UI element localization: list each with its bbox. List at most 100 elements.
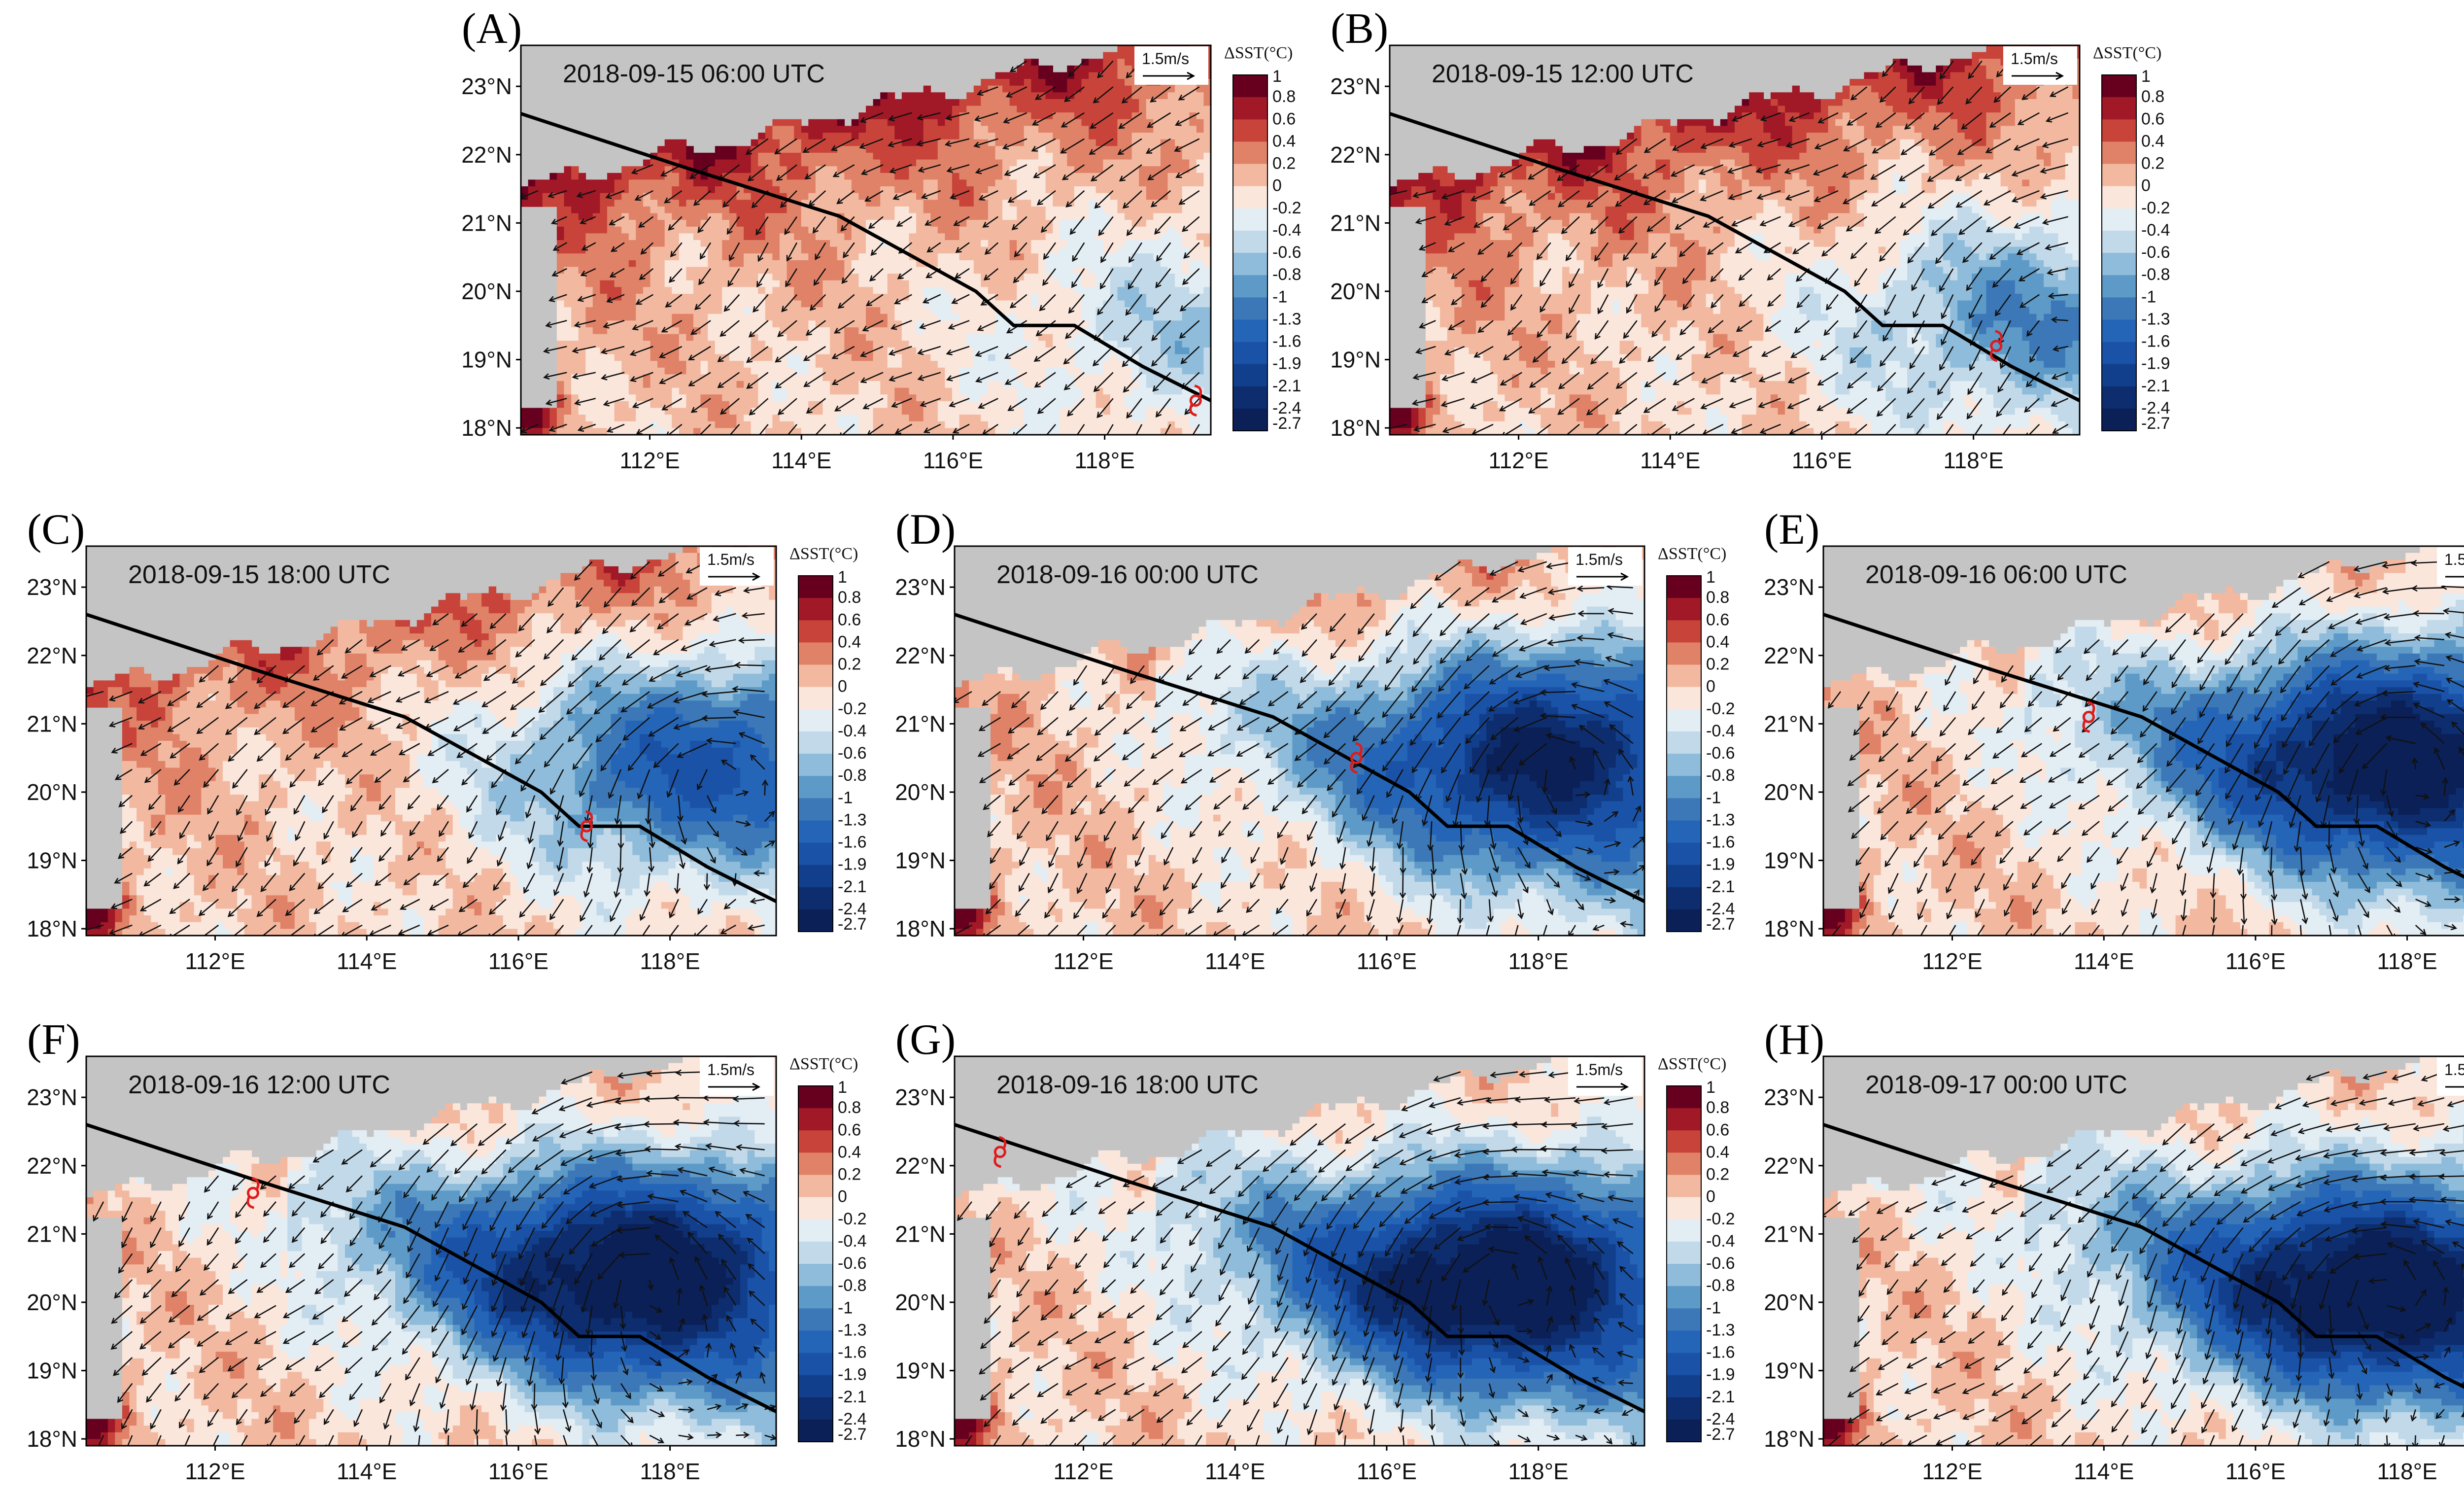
colorbar-swatch [1667, 842, 1701, 866]
colorbar-swatch [798, 1419, 833, 1442]
colorbar-tick-label: 0.2 [838, 655, 861, 674]
map-frame [1389, 44, 2081, 436]
colorbar-tick-label: 0.8 [1706, 1098, 1729, 1117]
lon-tick-label: 116°E [2225, 948, 2286, 974]
colorbar-swatch [798, 865, 833, 888]
panel-h: 2018-09-17 00:00 UTC 1.5m/s 112°E 114°E 116°… [1764, 1016, 2464, 1484]
colorbar-swatch [1667, 1308, 1701, 1331]
colorbar-swatch [1667, 1108, 1701, 1131]
typhoon-track [86, 613, 776, 903]
colorbar-swatch [798, 1353, 833, 1376]
colorbar-tick-label: 0.6 [1272, 109, 1296, 128]
colorbar-swatch [1667, 1175, 1701, 1198]
lat-tick-label: 22°N [27, 643, 77, 668]
colorbar-swatch [1233, 297, 1267, 320]
colorbar-tick-label: -0.4 [1272, 221, 1301, 240]
panel-b: 2018-09-15 12:00 UTC 1.5m/s 112°E 114°E 116°… [1330, 5, 2170, 473]
lon-tick-label: 116°E [488, 1459, 548, 1484]
colorbar-swatch [798, 687, 833, 710]
panel-timestamp: 2018-09-16 18:00 UTC [996, 1071, 1259, 1099]
colorbar-swatch [798, 887, 833, 910]
colorbar-tick-label: 1 [838, 1078, 847, 1097]
reference-vector: 1.5m/s [2437, 547, 2464, 586]
lat-tick-label: 22°N [1330, 142, 1381, 168]
colorbar-tick-label: 0.6 [2141, 109, 2164, 128]
colorbar-swatch [798, 798, 833, 821]
colorbar-tick-label: -2.1 [838, 1388, 867, 1406]
colorbar-swatch [1667, 798, 1701, 821]
colorbar-tick-label: 0.4 [1706, 1143, 1729, 1161]
current-vectors [1823, 1071, 2464, 1446]
reference-vector-label: 1.5m/s [1575, 1061, 1623, 1079]
panel-g: 2018-09-16 18:00 UTC 1.5m/s 112°E 114°E 116°… [895, 1016, 1735, 1484]
colorbar-swatch [1233, 97, 1267, 120]
sst-field [1390, 45, 2080, 435]
lat-tick-label: 18°N [461, 415, 512, 441]
lon-tick-label: 116°E [923, 448, 983, 473]
lat-tick-label: 20°N [27, 1289, 77, 1315]
map-frame [954, 1055, 1645, 1447]
panel-timestamp: 2018-09-16 00:00 UTC [996, 560, 1259, 589]
colorbar-swatch [798, 1264, 833, 1287]
typhoon-track [1823, 1123, 2464, 1389]
colorbar-title: ΔSST(°C) [1658, 545, 1726, 563]
lat-tick-label: 20°N [1330, 279, 1381, 304]
colorbar: ΔSST(°C) 10.8 0.6 0.4 0.2 0 -0.2 -0.4 -0.6 -0.8 -1… [2093, 44, 2170, 433]
lon-tick-label: 112°E [185, 1459, 245, 1484]
colorbar-tick-label: 0.2 [838, 1165, 861, 1184]
colorbar-swatch [1667, 709, 1701, 732]
colorbar-swatch [1667, 1397, 1701, 1420]
colorbar-tick-label: 0.4 [838, 1143, 861, 1161]
colorbar-swatch [798, 1241, 833, 1264]
sst-field [521, 45, 1211, 435]
colorbar-tick-label: -0.8 [838, 1276, 867, 1295]
colorbar-swatch [1667, 1219, 1701, 1242]
colorbar-swatch [798, 709, 833, 732]
lon-tick-label: 114°E [2074, 948, 2134, 974]
sst-field [955, 546, 1644, 936]
colorbar-tick-label: -2.7 [1272, 414, 1301, 433]
reference-vector: 1.5m/s [700, 547, 774, 586]
lat-tick-label: 23°N [895, 574, 946, 600]
colorbar-tick-label: -1 [1706, 1298, 1721, 1317]
colorbar-swatch [798, 909, 833, 932]
map-frame [1822, 1055, 2464, 1447]
lon-tick-label: 118°E [1508, 1459, 1568, 1484]
colorbar-tick-label: -2.4 [1706, 1410, 1735, 1428]
colorbar-swatch [1667, 1086, 1701, 1109]
colorbar-tick-label: 0 [1272, 176, 1282, 195]
colorbar-tick-label: 0 [1706, 677, 1715, 696]
panel-d: 2018-09-16 00:00 UTC 1.5m/s 112°E 114°E 116°… [895, 506, 1735, 974]
map-frame [85, 545, 777, 937]
colorbar-swatch [1667, 1197, 1701, 1220]
colorbar-tick-label: 0.6 [838, 610, 861, 629]
colorbar-tick-label: 1 [2141, 67, 2151, 86]
colorbar-tick-label: 0.2 [1706, 1165, 1729, 1184]
colorbar-tick-label: -2.7 [838, 915, 867, 934]
typhoon-symbol-icon [2082, 701, 2095, 733]
lat-tick-label: 21°N [895, 1221, 946, 1247]
reference-vector-label: 1.5m/s [707, 1061, 754, 1079]
colorbar-tick-label: -0.6 [1272, 243, 1301, 262]
colorbar-tick-label: -1.9 [838, 1365, 867, 1384]
lon-tick-label: 118°E [1074, 448, 1134, 473]
colorbar-swatch [1667, 1353, 1701, 1376]
lat-tick-label: 19°N [1764, 848, 1814, 873]
colorbar-swatch [2102, 208, 2136, 231]
colorbar-tick-label: -1.3 [838, 1321, 867, 1339]
colorbar-swatch [1233, 253, 1267, 276]
colorbar: ΔSST(°C) 10.8 0.6 0.4 0.2 0 -0.2 -0.4 -0.6 -0.8 -1… [1658, 1055, 1735, 1444]
colorbar-tick-label: 1 [1272, 67, 1282, 86]
colorbar-swatch [2102, 164, 2136, 187]
lon-tick-label: 112°E [1053, 948, 1113, 974]
reference-vector: 1.5m/s [1568, 547, 1642, 586]
typhoon-symbol-icon [993, 1136, 1007, 1168]
colorbar-swatch [2102, 75, 2136, 98]
colorbar-swatch [2102, 141, 2136, 165]
panel-a: 2018-09-15 06:00 UTC 1.5m/s 112°E 114°E 116°… [461, 5, 1301, 473]
colorbar-tick-label: -1.3 [1706, 810, 1735, 829]
lon-tick-label: 114°E [1640, 448, 1700, 473]
lon-tick-label: 116°E [1357, 948, 1417, 974]
colorbar-tick-label: -0.2 [1706, 699, 1735, 718]
